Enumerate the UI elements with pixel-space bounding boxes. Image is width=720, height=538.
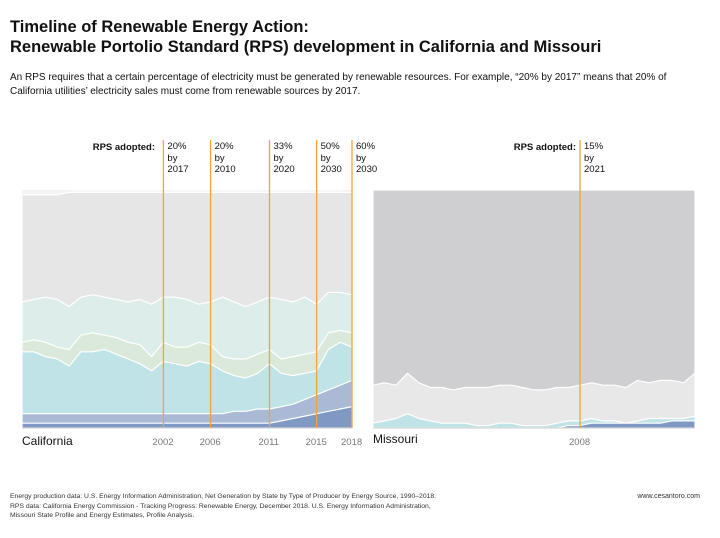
california-xtick-2006: 2006 (199, 437, 221, 448)
california-xtick-2015: 2015 (305, 437, 327, 448)
footer-source-line2: RPS data: California Energy Commission -… (10, 502, 431, 510)
california-rps-label: RPS adopted: (92, 142, 155, 153)
california-xtick-2002: 2002 (152, 437, 174, 448)
california-rps-text-2011: 33% by 2020 (273, 141, 295, 175)
footer-source-line1: Energy production data: U.S. Energy Info… (10, 493, 437, 500)
missouri-area-other_upper (372, 372, 696, 429)
missouri-area-total (372, 189, 696, 429)
missouri-rps-label: RPS adopted: (513, 142, 576, 153)
chart-title-line1: Timeline of Renewable Energy Action: (10, 18, 309, 36)
missouri-label: Missouri (373, 432, 418, 446)
missouri-rps-text-2008: 15% by 2021 (584, 141, 606, 175)
california-label: California (22, 434, 73, 448)
missouri-xtick-2008: 2008 (569, 437, 591, 448)
chart-title-line2: Renewable Portolio Standard (RPS) develo… (10, 38, 602, 56)
description-text: An RPS requires that a certain percentag… (10, 72, 667, 97)
california-rps-text-2015: 50% by 2030 (320, 141, 342, 175)
california-rps-text-2002: 20% by 2017 (167, 141, 189, 175)
website-credit: www.cesantoro.com (637, 493, 700, 500)
footer-source-line3: Missouri State Profile and Energy Estima… (10, 512, 195, 519)
california-rps-text-2018: 60% by 2030 (356, 141, 378, 175)
california-rps-text-2006: 20% by 2010 (214, 141, 236, 175)
california-area-geothermal (21, 406, 353, 429)
california-xtick-2018: 2018 (341, 437, 363, 448)
california-xtick-2011: 2011 (258, 437, 279, 448)
